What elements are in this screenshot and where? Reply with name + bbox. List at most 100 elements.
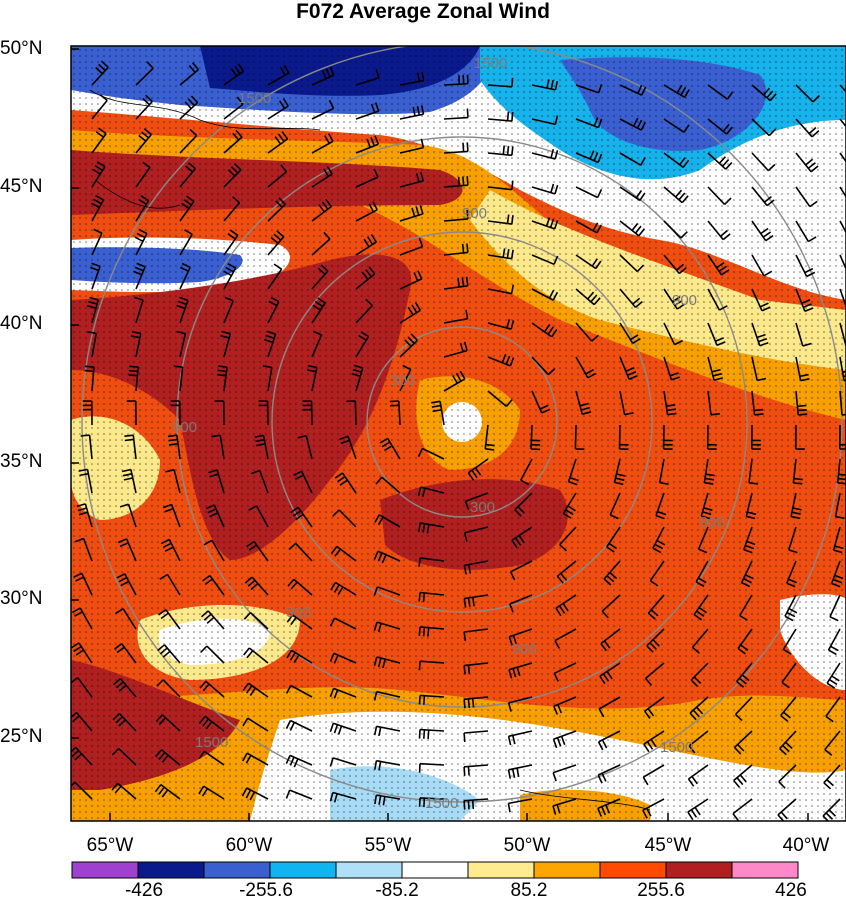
ring-label: 1500 xyxy=(660,739,693,756)
wind-barb-flag xyxy=(711,414,720,415)
colorbar-tick-label: 85.2 xyxy=(484,880,574,902)
ring-label: 1500 xyxy=(238,90,271,107)
colorbar-swatch xyxy=(402,862,468,878)
wind-barb-flag xyxy=(755,414,764,415)
colorbar-swatch xyxy=(336,862,402,878)
wind-barb-flag xyxy=(839,474,846,475)
wind-barb-flag xyxy=(794,479,803,480)
ring-label: 900 xyxy=(512,641,537,658)
wind-barb-flag xyxy=(424,627,425,636)
lon-label-45w: 45°W xyxy=(628,835,708,857)
wind-barb-flag xyxy=(129,366,138,367)
colorbar-swatch xyxy=(270,862,336,878)
wind-barb-flag xyxy=(512,181,513,190)
lat-label-50n: 50°N xyxy=(0,38,62,60)
ring-label: 900 xyxy=(172,419,197,436)
wind-barb-flag xyxy=(508,112,509,121)
wind-barb-flag xyxy=(485,449,494,450)
ring-label: 1500 xyxy=(474,55,507,72)
wind-barb-flag xyxy=(459,177,460,186)
wind-barb-flag xyxy=(468,75,469,84)
wind-barb-flag xyxy=(468,767,469,776)
colorbar xyxy=(72,862,798,878)
wind-barb-flag xyxy=(838,479,846,480)
colorbar-tick-label: -426 xyxy=(99,880,189,902)
colorbar-swatch xyxy=(534,862,600,878)
wind-barb-flag xyxy=(463,244,464,253)
lon-label-55w: 55°W xyxy=(348,835,428,857)
wind-barb-flag xyxy=(798,410,807,411)
wind-barb-flag xyxy=(468,699,469,708)
wind-barb-flag xyxy=(793,483,802,484)
wind-barb-flag xyxy=(467,176,468,185)
wind-barb-flag xyxy=(85,366,94,367)
wind-barb-flag xyxy=(463,143,464,152)
wind-barb-flag xyxy=(464,733,465,742)
wind-barb-flag xyxy=(467,244,468,253)
colorbar-swatch xyxy=(72,862,138,878)
wind-barb-flag xyxy=(463,177,464,186)
wind-barb-flag xyxy=(503,146,504,155)
ring-label: 900 xyxy=(700,514,725,531)
wind-barb-flag xyxy=(798,414,807,415)
wind-barb xyxy=(575,425,576,449)
colorbar-tick-label: 426 xyxy=(746,880,836,902)
wind-barb-flag xyxy=(749,483,758,484)
wind-barb-flag xyxy=(464,632,465,641)
ring-label: 1500 xyxy=(195,734,228,751)
wind-barb-flag xyxy=(420,730,421,739)
lat-label-25n: 25°N xyxy=(0,726,62,748)
wind-barb-flag xyxy=(486,445,495,446)
wind-barb xyxy=(355,401,356,425)
lat-label-45n: 45°N xyxy=(0,176,62,198)
lon-label-65w: 65°W xyxy=(70,835,150,857)
wind-barb-flag xyxy=(468,665,469,674)
colorbar-tick-label: -85.2 xyxy=(352,880,442,902)
colorbar-swatch xyxy=(468,862,534,878)
ring-label: 900 xyxy=(672,292,697,309)
lon-label-60w: 60°W xyxy=(209,835,289,857)
ring-label: 900 xyxy=(462,205,487,222)
wind-barb-flag xyxy=(390,405,399,406)
wind-barb-flag xyxy=(838,483,846,484)
ring-label: 1500 xyxy=(425,795,458,812)
wind-barb-flag xyxy=(464,699,465,708)
colorbar-swatch xyxy=(204,862,270,878)
lat-label-30n: 30°N xyxy=(0,588,62,610)
wind-barb-flag xyxy=(424,593,425,602)
wind-barb-flag xyxy=(428,730,429,739)
wind-barb-flag xyxy=(129,375,138,376)
wind-barb-flag xyxy=(424,730,425,739)
wind-barb-flag xyxy=(81,435,90,436)
wind-barb-flag xyxy=(428,628,429,637)
wind-barb-flag xyxy=(464,767,465,776)
colorbar-tick-label: -255.6 xyxy=(221,880,311,902)
wind-barb-flag xyxy=(419,661,420,670)
ring-label: 300 xyxy=(390,372,415,389)
ring-label: 300 xyxy=(470,499,495,516)
wind-barb-flag xyxy=(473,800,474,809)
lon-label-40w: 40°W xyxy=(766,835,846,857)
wind-barb-flag xyxy=(512,146,513,155)
wind-barb-flag xyxy=(174,366,183,367)
colorbar-tick-label: 255.6 xyxy=(616,880,706,902)
colorbar-swatch xyxy=(666,862,732,878)
colorbar-swatch xyxy=(732,862,798,878)
wind-barb-flag xyxy=(124,435,133,436)
wind-barb-flag xyxy=(467,142,468,151)
wind-barb-flag xyxy=(390,401,399,402)
wind-barb-flag xyxy=(468,800,469,809)
wind-barb-flag xyxy=(420,695,421,704)
colorbar-swatch xyxy=(138,862,204,878)
lat-label-40n: 40°N xyxy=(0,313,62,335)
wind-barb-flag xyxy=(464,666,465,675)
wind-barb-flag xyxy=(512,112,513,121)
lon-label-50w: 50°W xyxy=(487,835,567,857)
wind-barb-flag xyxy=(463,75,464,84)
wind-barb-flag xyxy=(419,627,420,636)
wind-barb-flag xyxy=(467,109,468,118)
wind-barb-flag xyxy=(125,439,134,440)
wind-barb-flag xyxy=(473,698,474,707)
wind-barb-flag xyxy=(129,371,138,372)
